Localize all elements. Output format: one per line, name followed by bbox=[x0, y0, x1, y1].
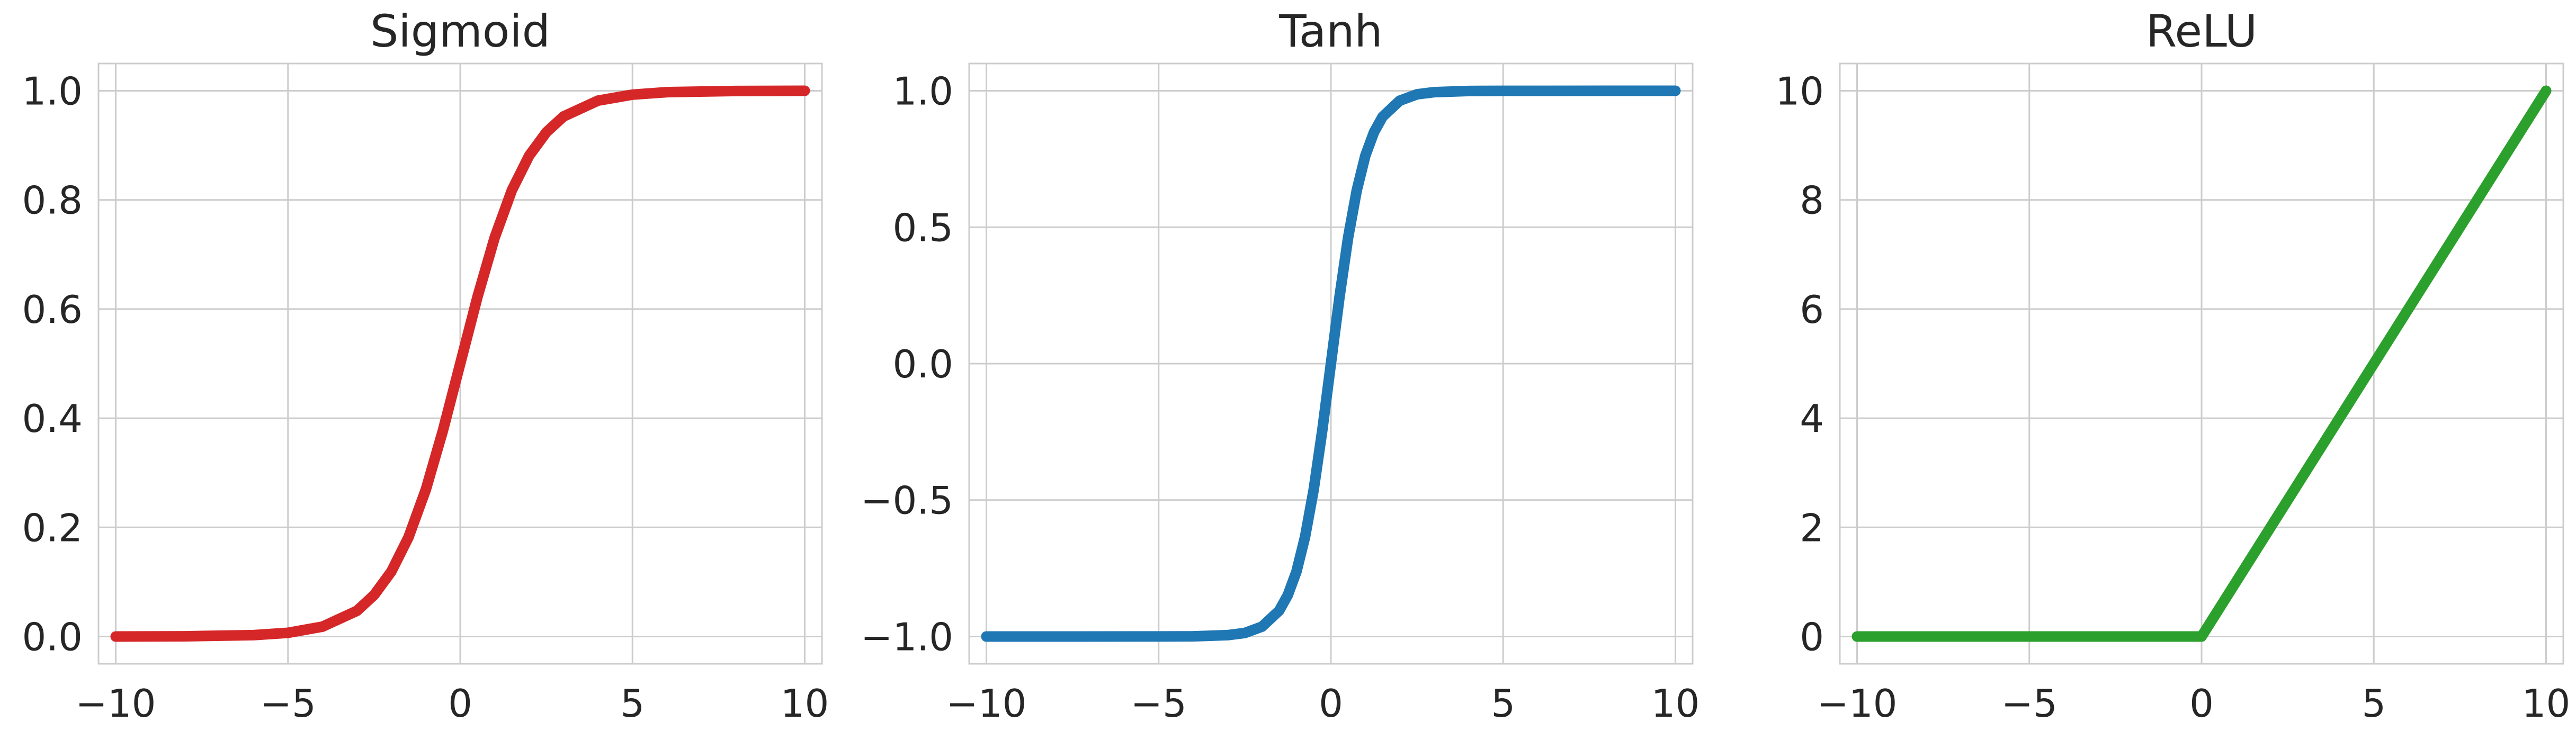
relu-x-tick-label: −5 bbox=[2001, 681, 2058, 726]
tanh-y-tick-label: 0.5 bbox=[892, 205, 953, 250]
relu-axes-frame bbox=[1839, 62, 2564, 665]
relu-y-tick-label: 10 bbox=[1775, 69, 1824, 114]
tanh-x-tick-label: 0 bbox=[1319, 681, 1343, 726]
tanh-x-tick-label: −10 bbox=[946, 681, 1027, 726]
tanh-title: Tanh bbox=[1278, 5, 1382, 57]
sigmoid-y-tick-label: 1.0 bbox=[22, 69, 83, 114]
sigmoid-x-tick-label: 0 bbox=[448, 681, 472, 726]
sigmoid-x-tick-label: 5 bbox=[620, 681, 645, 726]
relu-y-tick-label: 6 bbox=[1800, 287, 1824, 332]
sigmoid-y-tick-label: 0.0 bbox=[22, 615, 83, 659]
tanh-y-tick-label: 1.0 bbox=[892, 69, 953, 114]
relu-x-tick-label: 0 bbox=[2189, 681, 2214, 726]
tanh-x-tick-label: 10 bbox=[1651, 681, 1700, 726]
relu-title: ReLU bbox=[2146, 5, 2257, 57]
sigmoid-y-tick-label: 0.4 bbox=[22, 396, 83, 441]
sigmoid-curve bbox=[110, 85, 810, 642]
relu-x-tick-label: −10 bbox=[1817, 681, 1898, 726]
tanh-panel: −10 −5 0 5 10 −1.0 −0.5 0.0 0.5 1.0 Tanh bbox=[861, 5, 1700, 726]
relu-y-tick-label: 0 bbox=[1800, 615, 1824, 659]
tanh-y-tick-label: 0.0 bbox=[892, 342, 953, 386]
sigmoid-panel: −10 −5 0 5 10 0.0 0.2 0.4 0.6 0.8 1.0 Sigmoid bbox=[22, 5, 829, 726]
tanh-x-tick-label: −5 bbox=[1131, 681, 1187, 726]
relu-x-tick-label: 10 bbox=[2522, 681, 2571, 726]
sigmoid-x-tick-label: −10 bbox=[76, 681, 156, 726]
relu-y-tick-label: 2 bbox=[1800, 506, 1824, 550]
tanh-curve bbox=[981, 85, 1681, 642]
relu-x-tick-label: 5 bbox=[2362, 681, 2386, 726]
tanh-y-tick-label: −1.0 bbox=[861, 615, 953, 659]
tanh-x-tick-label: 5 bbox=[1491, 681, 1515, 726]
relu-y-tick-label: 4 bbox=[1800, 396, 1824, 441]
relu-y-tick-label: 8 bbox=[1800, 178, 1824, 223]
sigmoid-y-tick-label: 0.2 bbox=[22, 506, 83, 550]
relu-panel: −10 −5 0 5 10 0 2 4 6 8 10 ReLU bbox=[1775, 5, 2570, 726]
relu-curve bbox=[1851, 85, 2552, 642]
sigmoid-axes-frame bbox=[97, 62, 823, 665]
sigmoid-title: Sigmoid bbox=[370, 5, 550, 57]
sigmoid-x-tick-label: −5 bbox=[260, 681, 316, 726]
sigmoid-y-tick-label: 0.8 bbox=[22, 178, 83, 223]
tanh-axes-frame bbox=[968, 62, 1694, 665]
tanh-y-tick-label: −0.5 bbox=[861, 479, 953, 523]
sigmoid-x-tick-label: 10 bbox=[781, 681, 829, 726]
sigmoid-y-tick-label: 0.6 bbox=[22, 287, 83, 332]
